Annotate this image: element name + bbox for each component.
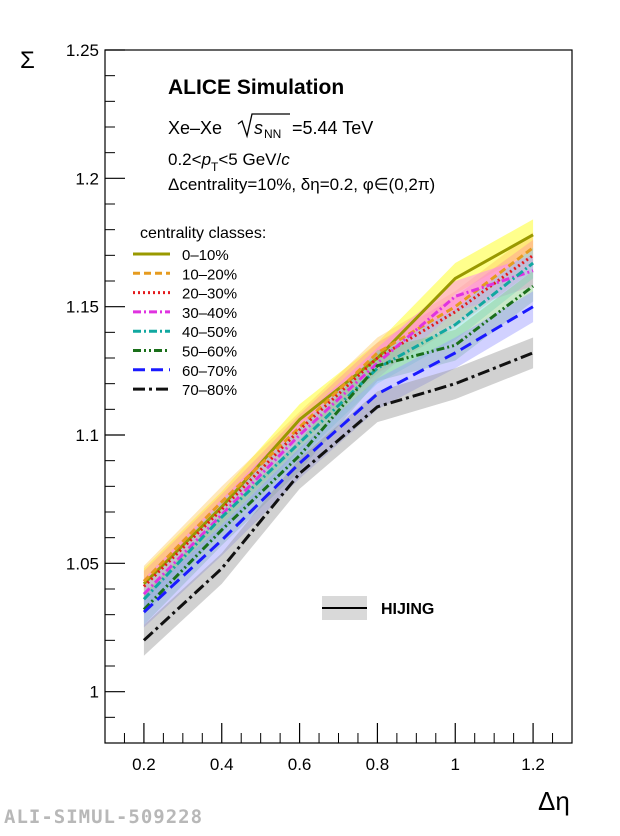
collision-system: Xe–Xe: [168, 118, 222, 138]
y-tick-label: 1: [90, 683, 99, 702]
y-tick-label: 1.2: [75, 169, 99, 188]
x-axis-label: Δη: [538, 786, 570, 816]
legend: 0–10% 10–20% 20–30% 30–40% 40–50% 50–60% 60–70…: [133, 247, 237, 399]
energy-value: =5.44 TeV: [292, 118, 373, 138]
line-series-4: [142, 269, 534, 596]
x-tick-label: 0.2: [132, 755, 156, 774]
line-series-6: [142, 284, 534, 611]
band-series-7: [143, 291, 534, 628]
band-series-4: [143, 255, 534, 610]
band-series-5: [143, 247, 534, 615]
line-series-5: [142, 261, 535, 601]
legend-title: centrality classes:: [140, 225, 266, 242]
y-tick-label: 1.1: [75, 426, 99, 445]
line-series-1: [142, 233, 534, 585]
series-lines: [142, 233, 535, 642]
line-series-7: [142, 305, 534, 614]
x-tick-label: 0.4: [210, 755, 234, 774]
legend-label: 60–70%: [182, 363, 237, 380]
x-tick-label: 1: [451, 755, 460, 774]
x-tick-label: 0.8: [366, 755, 390, 774]
band-series-6: [143, 270, 534, 625]
band-series-2: [143, 232, 534, 597]
legend-label: 50–60%: [182, 344, 237, 361]
pt-cut: 0.2<pT<5 GeV/c: [168, 150, 290, 174]
line-series-2: [142, 246, 534, 583]
centrality-cut: Δcentrality=10%, δη=0.2, φ∈(0,2π): [168, 175, 435, 194]
watermark: ALI-SIMUL-509228: [4, 806, 204, 828]
svg-text:0.2<pT<5 GeV/c: 0.2<pT<5 GeV/c: [168, 150, 290, 174]
x-tick-label: 0.6: [288, 755, 312, 774]
x-tick-label: 1.2: [521, 755, 545, 774]
line-series-3: [142, 254, 534, 588]
y-tick-label: 1.15: [66, 298, 99, 317]
band-series-3: [143, 239, 534, 602]
y-axis-label: Σ: [20, 47, 35, 74]
y-tick-label: 1.05: [66, 554, 99, 573]
axis-ticks: 0.2 0.4 0.6 0.8 1 1.2 1 1.05 1.1 1.15 1.2 1.25: [66, 41, 573, 774]
legend-label: 70–80%: [182, 382, 237, 399]
svg-text:s: s: [254, 118, 263, 138]
svg-text:HIJING: HIJING: [381, 601, 434, 618]
legend-label: 40–50%: [182, 324, 237, 341]
legend-label: 0–10%: [182, 247, 229, 264]
chart-title: ALICE Simulation: [168, 76, 344, 99]
sqrt-snn: s NN: [237, 113, 290, 141]
y-tick-label: 1.25: [66, 41, 99, 60]
legend-label: 30–40%: [182, 305, 237, 322]
legend-label: 10–20%: [182, 266, 237, 283]
hijing-legend: HIJING: [322, 596, 434, 620]
svg-text:NN: NN: [264, 127, 281, 141]
legend-label: 20–30%: [182, 286, 237, 303]
line-series-8: [142, 351, 534, 642]
